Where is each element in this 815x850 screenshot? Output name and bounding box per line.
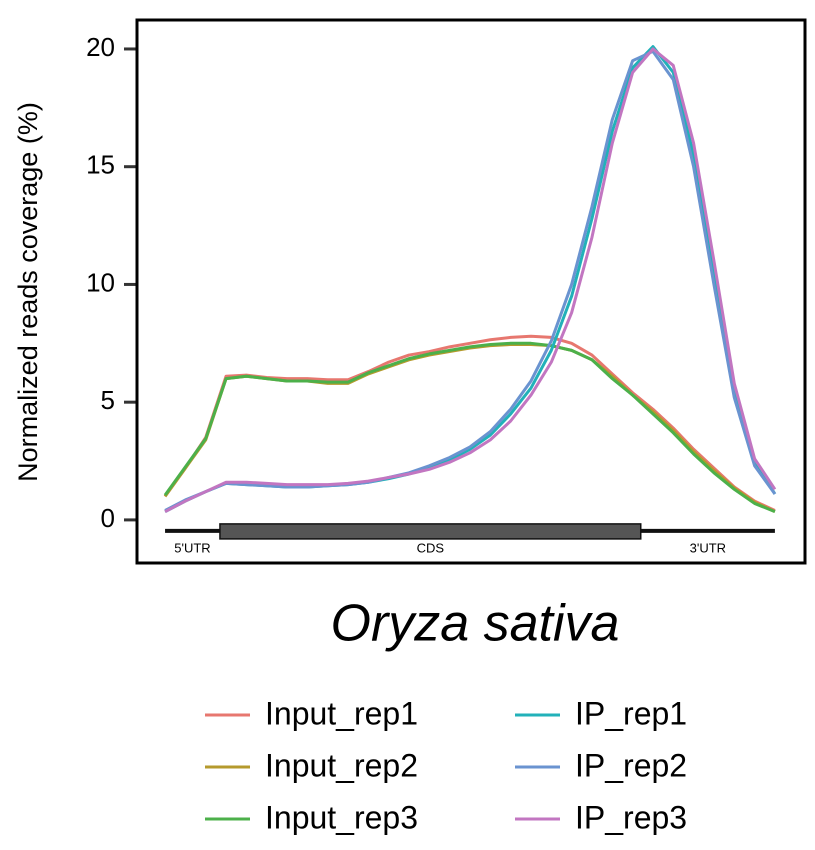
plot-border: [135, 18, 807, 565]
legend-label: Input_rep3: [265, 799, 418, 835]
series-line: [164, 47, 777, 513]
region-label: CDS: [417, 540, 445, 555]
cds-box: [219, 523, 642, 540]
series-line: [164, 49, 777, 512]
series-line: [163, 341, 776, 514]
y-axis-label: Normalized reads coverage (%): [13, 102, 43, 482]
chart-title: Oryza sativa: [331, 595, 620, 653]
region-label: 5'UTR: [174, 540, 210, 555]
legend-label: IP_rep1: [575, 695, 687, 731]
y-tick-label: 10: [86, 267, 115, 297]
legend-label: Input_rep2: [265, 747, 418, 783]
legend-label: Input_rep1: [265, 695, 418, 731]
y-tick-label: 5: [101, 385, 115, 415]
region-label: 3'UTR: [690, 540, 726, 555]
y-tick-label: 15: [86, 150, 115, 180]
y-tick-label: 0: [101, 503, 115, 533]
legend-label: IP_rep2: [575, 747, 687, 783]
y-tick-label: 20: [86, 32, 115, 62]
legend-label: IP_rep3: [575, 799, 687, 835]
